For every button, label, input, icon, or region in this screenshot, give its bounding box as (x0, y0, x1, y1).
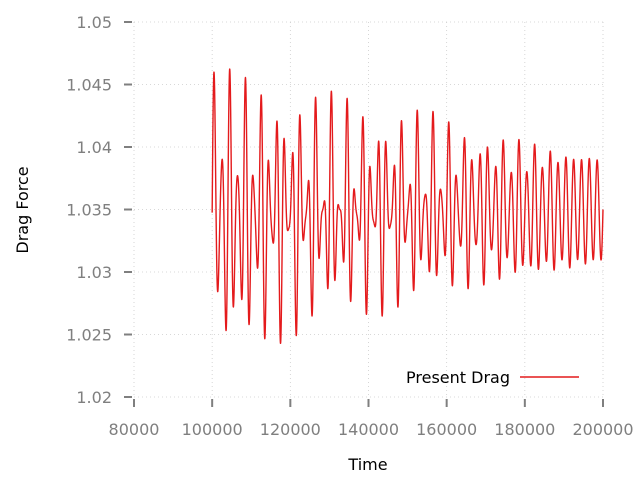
grid (133, 21, 604, 398)
x-tick-label: 100000 (182, 420, 243, 439)
y-tick-label: 1.04 (76, 138, 112, 157)
series-group (211, 68, 604, 345)
legend-label-present-drag: Present Drag (406, 368, 510, 387)
x-tick-label: 140000 (338, 420, 399, 439)
x-tick-label: 200000 (572, 420, 633, 439)
y-axis-ticks: 1.02 1.025 1.03 1.035 1.04 1.045 1.05 (66, 13, 132, 407)
series-line-present-drag (211, 68, 604, 345)
y-tick-label: 1.03 (76, 263, 112, 282)
x-axis-title: Time (347, 455, 387, 474)
y-tick-label: 1.045 (66, 76, 112, 95)
legend: Present Drag (406, 368, 579, 387)
y-tick-label: 1.02 (76, 388, 112, 407)
y-axis-title: Drag Force (13, 166, 32, 253)
x-axis-ticks: 80000 100000 120000 140000 160000 180000 20000… (109, 399, 634, 439)
y-tick-label: 1.025 (66, 326, 112, 345)
y-tick-label: 1.035 (66, 201, 112, 220)
x-tick-label: 80000 (109, 420, 160, 439)
y-tick-label: 1.05 (76, 13, 112, 32)
x-tick-label: 160000 (416, 420, 477, 439)
x-tick-label: 120000 (260, 420, 321, 439)
x-tick-label: 180000 (494, 420, 555, 439)
